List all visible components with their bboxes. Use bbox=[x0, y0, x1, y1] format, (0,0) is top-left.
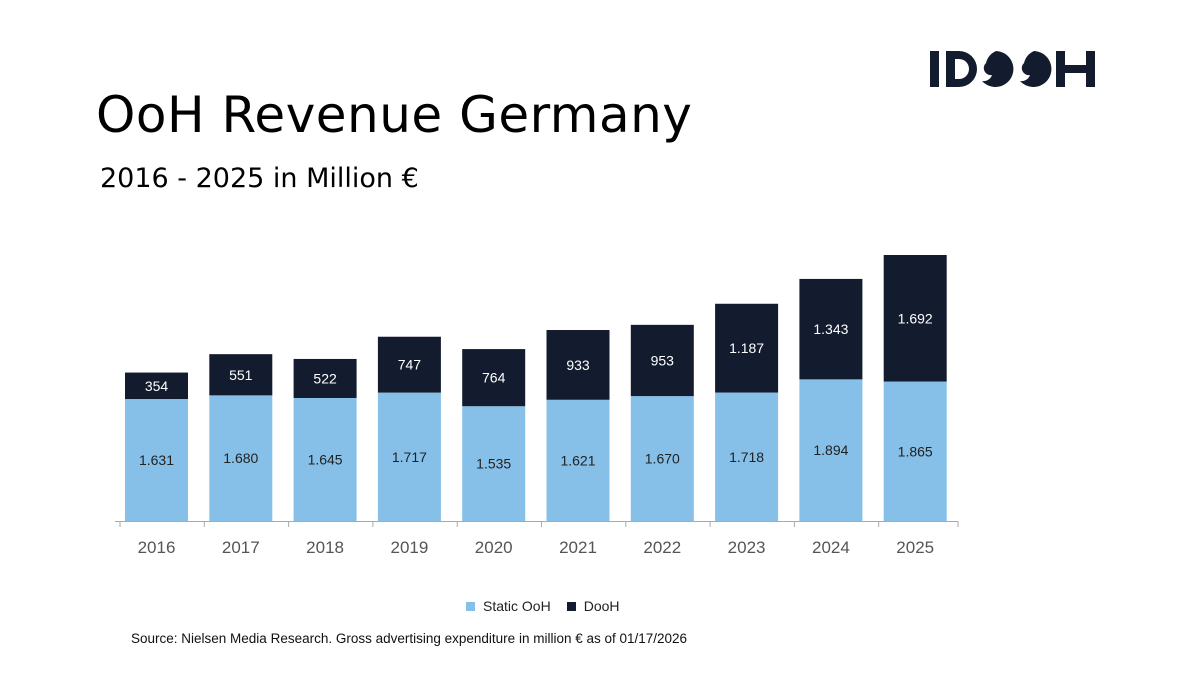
legend-swatch-dooh bbox=[566, 601, 576, 611]
bar-static-ooh-2020 bbox=[462, 406, 526, 521]
data-label-dooh-2020: 764 bbox=[482, 370, 506, 386]
bar-static-ooh-2023 bbox=[715, 392, 779, 521]
x-tick-label-2021: 2021 bbox=[559, 538, 597, 557]
data-label-static-ooh-2023: 1.718 bbox=[729, 449, 764, 465]
bar-dooh-2019 bbox=[377, 336, 441, 393]
x-tick-label-2025: 2025 bbox=[896, 538, 934, 557]
bar-dooh-2021 bbox=[546, 330, 610, 400]
data-label-static-ooh-2017: 1.680 bbox=[223, 450, 258, 466]
legend-label-dooh: DooH bbox=[583, 598, 620, 614]
data-label-dooh-2022: 953 bbox=[651, 352, 675, 368]
data-label-dooh-2017: 551 bbox=[229, 367, 253, 383]
legend-swatch-static-ooh bbox=[466, 601, 475, 611]
bar-static-ooh-2022 bbox=[630, 396, 694, 521]
data-label-dooh-2021: 933 bbox=[566, 357, 590, 373]
bar-dooh-2023 bbox=[715, 303, 779, 393]
bar-dooh-2017 bbox=[209, 354, 273, 396]
data-label-static-ooh-2019: 1.717 bbox=[392, 449, 427, 465]
bar-static-ooh-2024 bbox=[799, 379, 863, 521]
bar-static-ooh-2016 bbox=[125, 399, 188, 521]
source-note: Source: Nielsen Media Research. Gross ad… bbox=[131, 631, 688, 646]
bar-dooh-2022 bbox=[630, 324, 694, 397]
bar-dooh-2018 bbox=[293, 358, 357, 398]
bar-static-ooh-2025 bbox=[883, 381, 947, 521]
x-tick-label-2017: 2017 bbox=[222, 538, 260, 557]
bar-dooh-2025 bbox=[883, 255, 947, 382]
x-tick-label-2019: 2019 bbox=[390, 538, 428, 557]
data-label-static-ooh-2016: 1.631 bbox=[139, 452, 174, 468]
x-tick-label-2016: 2016 bbox=[138, 538, 176, 557]
data-label-static-ooh-2025: 1.865 bbox=[898, 443, 933, 459]
bar-static-ooh-2021 bbox=[546, 399, 610, 521]
bar-static-ooh-2018 bbox=[293, 397, 357, 521]
chart-title: OoH Revenue Germany bbox=[96, 86, 693, 144]
stacked-bar-chart: 1.631 354 2016 1.680 551 2017 1.645 522 2018 1.71… bbox=[115, 255, 959, 557]
data-label-static-ooh-2024: 1.894 bbox=[813, 442, 848, 458]
data-label-dooh-2024: 1.343 bbox=[813, 321, 848, 337]
legend-label-static-ooh: Static OoH bbox=[483, 598, 551, 614]
legend: Static OoH DooH bbox=[466, 598, 620, 614]
data-label-dooh-2023: 1.187 bbox=[729, 340, 764, 356]
data-label-static-ooh-2018: 1.645 bbox=[308, 451, 343, 467]
data-label-dooh-2025: 1.692 bbox=[898, 310, 933, 326]
chart-subtitle: 2016 - 2025 in Million € bbox=[100, 163, 419, 194]
data-label-static-ooh-2022: 1.670 bbox=[645, 451, 680, 467]
x-tick-label-2018: 2018 bbox=[306, 538, 344, 557]
x-tick-label-2020: 2020 bbox=[475, 538, 513, 557]
bar-dooh-2024 bbox=[799, 278, 863, 380]
data-label-static-ooh-2020: 1.535 bbox=[476, 456, 511, 472]
x-tick-label-2024: 2024 bbox=[812, 538, 850, 557]
data-label-dooh-2019: 747 bbox=[398, 357, 422, 373]
data-label-static-ooh-2021: 1.621 bbox=[560, 452, 595, 468]
data-label-dooh-2018: 522 bbox=[313, 370, 337, 386]
x-tick-label-2022: 2022 bbox=[643, 538, 681, 557]
bar-static-ooh-2017 bbox=[209, 395, 273, 521]
x-tick-label-2023: 2023 bbox=[728, 538, 766, 557]
bar-dooh-2016 bbox=[125, 372, 188, 400]
bar-dooh-2020 bbox=[462, 349, 526, 407]
idooh-logo bbox=[930, 51, 1095, 87]
bar-static-ooh-2019 bbox=[377, 392, 441, 521]
data-label-dooh-2016: 354 bbox=[145, 378, 169, 394]
